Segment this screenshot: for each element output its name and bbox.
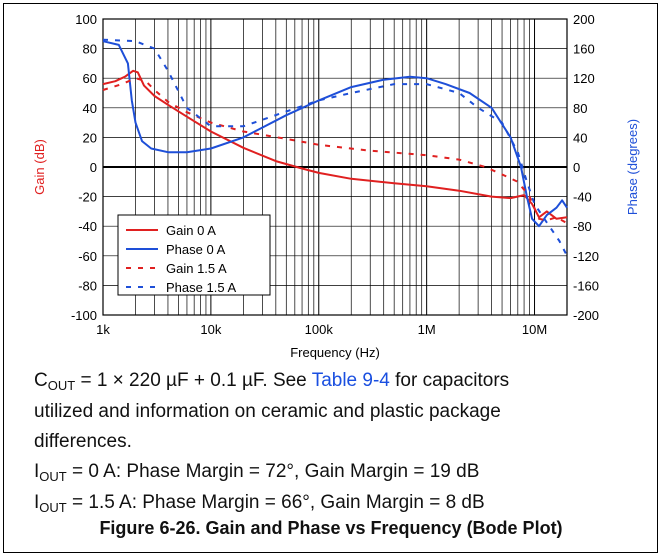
caption-line-5: IOUT = 1.5 A: Phase Margin = 66°, Gain M… (34, 488, 634, 519)
y-tick-right: -40 (573, 190, 592, 205)
y-tick-left: 20 (83, 130, 97, 145)
y-tick-left: -60 (78, 249, 97, 264)
figure-caption: COUT = 1 × 220 µF + 0.1 µF. See Table 9-… (34, 366, 634, 519)
y-tick-right: -200 (573, 308, 599, 323)
y-tick-left: 100 (75, 12, 97, 27)
y-tick-right: -120 (573, 249, 599, 264)
table-link[interactable]: Table 9-4 (311, 370, 390, 391)
x-tick-label: 10M (522, 322, 547, 337)
y-tick-right: 40 (573, 130, 587, 145)
y-tick-right: 80 (573, 101, 587, 116)
x-axis-label: Frequency (Hz) (290, 345, 380, 360)
y-tick-right: 0 (573, 160, 580, 175)
y-axis-label-left: Gain (dB) (32, 139, 47, 195)
plot-border (102, 18, 568, 316)
caption-margin-1p5a: = 1.5 A: Phase Margin = 66°, Gain Margin… (66, 492, 485, 513)
y-tick-left: 40 (83, 101, 97, 116)
y-tick-left: 60 (83, 71, 97, 86)
series-line-3 (102, 38, 568, 257)
legend-box (117, 214, 271, 296)
caption-line-3: differences. (34, 431, 132, 452)
caption-line-1: COUT = 1 × 220 µF + 0.1 µF. See Table 9-… (34, 366, 634, 397)
x-tick-label: 1M (418, 322, 436, 337)
y-tick-right: -80 (573, 219, 592, 234)
x-tick-label: 1k (96, 322, 110, 337)
caption-i-symbol-2: I (34, 492, 40, 513)
y-tick-right: -160 (573, 278, 599, 293)
y-tick-right: 120 (573, 71, 595, 86)
figure-title: Figure 6-26. Gain and Phase vs Frequency… (99, 518, 563, 538)
caption-margin-0a: = 0 A: Phase Margin = 72°, Gain Margin =… (66, 461, 480, 482)
legend-label: Phase 0 A (166, 242, 226, 257)
series-line-1 (102, 40, 568, 228)
caption-i-subscript: OUT (39, 469, 67, 484)
caption-c-subscript: OUT (47, 378, 76, 393)
caption-line-4: IOUT = 0 A: Phase Margin = 72°, Gain Mar… (34, 457, 634, 488)
caption-i-subscript-2: OUT (39, 500, 67, 515)
y-tick-left: 0 (90, 160, 97, 175)
y-tick-right: 200 (573, 12, 595, 27)
x-tick-label: 10k (200, 322, 221, 337)
caption-line-1-end: for capacitors (389, 370, 510, 391)
legend-label: Phase 1.5 A (166, 280, 236, 295)
caption-i-symbol: I (34, 461, 40, 482)
caption-c-value: = 1 × 220 µF + 0.1 µF. See (75, 370, 312, 391)
series-line-0 (102, 69, 568, 220)
y-tick-left: -80 (78, 278, 97, 293)
y-tick-left: -20 (78, 190, 97, 205)
y-tick-left: -100 (71, 308, 97, 323)
legend-label: Gain 0 A (166, 223, 216, 238)
figure-frame (3, 3, 658, 553)
y-tick-left: -40 (78, 219, 97, 234)
caption-c-symbol: C (34, 370, 48, 391)
caption-line-2: utilized and information on ceramic and … (34, 401, 501, 422)
series-line-2 (102, 77, 568, 225)
y-tick-right: 160 (573, 42, 595, 57)
x-tick-label: 100k (305, 322, 334, 337)
y-tick-left: 80 (83, 42, 97, 57)
y-axis-label-right: Phase (degrees) (625, 119, 640, 215)
bode-plot: 100806040200-20-40-60-80-100200160120804… (32, 12, 640, 360)
legend-label: Gain 1.5 A (166, 261, 227, 276)
